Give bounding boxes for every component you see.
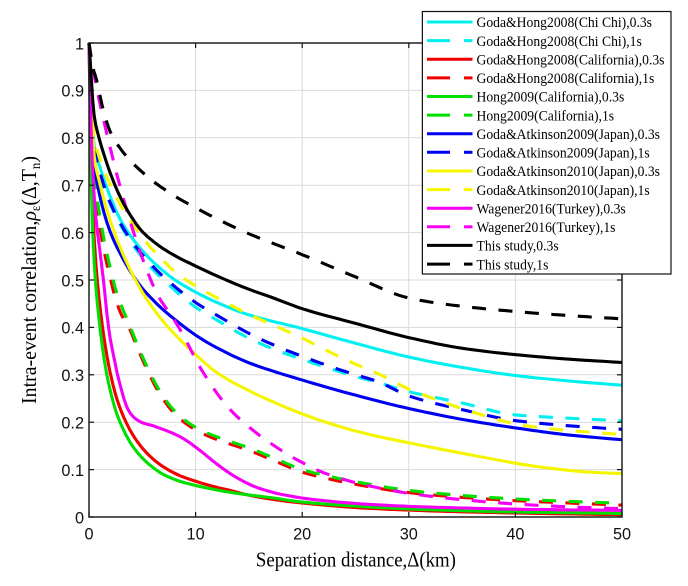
- svg-text:Hong2009(California),1s: Hong2009(California),1s: [477, 108, 615, 124]
- svg-text:Goda&Hong2008(California),0.3s: Goda&Hong2008(California),0.3s: [477, 52, 665, 68]
- svg-text:Separation distance,Δ(km): Separation distance,Δ(km): [256, 548, 456, 572]
- svg-text:Goda&Hong2008(California),1s: Goda&Hong2008(California),1s: [477, 71, 655, 87]
- svg-text:40: 40: [506, 526, 524, 544]
- svg-text:Goda&Atkinson2009(Japan),0.3s: Goda&Atkinson2009(Japan),0.3s: [477, 127, 661, 143]
- svg-text:0: 0: [75, 509, 84, 527]
- svg-text:Goda&Hong2008(Chi Chi),0.3s: Goda&Hong2008(Chi Chi),0.3s: [477, 15, 653, 31]
- svg-text:0: 0: [84, 526, 93, 544]
- svg-text:0.5: 0.5: [61, 272, 84, 290]
- svg-text:0.3: 0.3: [61, 367, 84, 385]
- svg-text:0.9: 0.9: [61, 83, 84, 101]
- svg-text:Hong2009(California),0.3s: Hong2009(California),0.3s: [477, 90, 625, 106]
- svg-text:0.8: 0.8: [61, 130, 84, 148]
- svg-text:0.1: 0.1: [61, 462, 84, 480]
- svg-text:20: 20: [293, 526, 311, 544]
- svg-text:10: 10: [187, 526, 205, 544]
- svg-text:0.6: 0.6: [61, 225, 84, 243]
- svg-text:Goda&Atkinson2009(Japan),1s: Goda&Atkinson2009(Japan),1s: [477, 146, 650, 162]
- svg-text:Wagener2016(Turkey),0.3s: Wagener2016(Turkey),0.3s: [477, 201, 626, 217]
- svg-text:0.4: 0.4: [61, 320, 84, 338]
- svg-text:Intra-event correlation,ρε(Δ,T: Intra-event correlation,ρε(Δ,Tn): [17, 156, 44, 404]
- svg-text:This study,0.3s: This study,0.3s: [477, 239, 559, 255]
- svg-text:0.2: 0.2: [61, 415, 84, 433]
- svg-text:Goda&Atkinson2010(Japan),0.3s: Goda&Atkinson2010(Japan),0.3s: [477, 164, 661, 180]
- svg-text:This study,1s: This study,1s: [477, 257, 549, 273]
- svg-text:0.7: 0.7: [61, 178, 84, 196]
- svg-text:Wagener2016(Turkey),1s: Wagener2016(Turkey),1s: [477, 220, 616, 236]
- svg-text:Goda&Hong2008(Chi Chi),1s: Goda&Hong2008(Chi Chi),1s: [477, 34, 642, 50]
- svg-text:1: 1: [75, 35, 84, 53]
- svg-text:50: 50: [613, 526, 631, 544]
- svg-text:Goda&Atkinson2010(Japan),1s: Goda&Atkinson2010(Japan),1s: [477, 183, 650, 199]
- svg-text:30: 30: [400, 526, 418, 544]
